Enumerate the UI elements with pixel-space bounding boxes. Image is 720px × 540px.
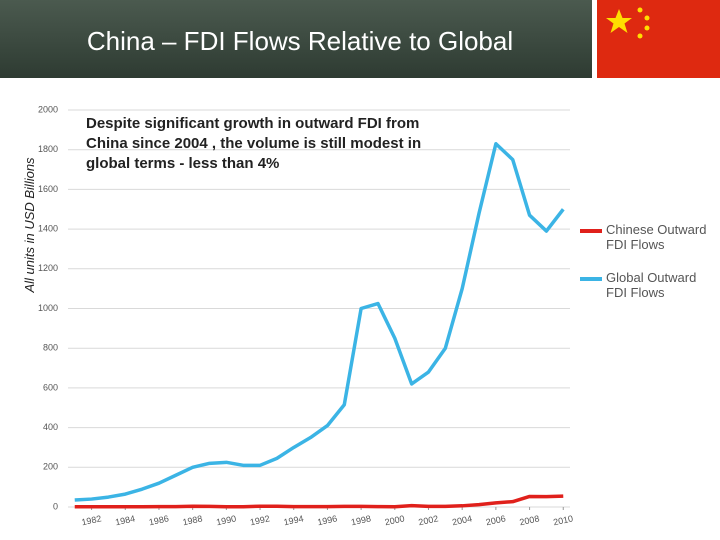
y-tick-label: 1200 xyxy=(38,263,58,273)
x-tick-label: 1994 xyxy=(283,513,305,527)
annotation: China since 2004 , the volume is still m… xyxy=(86,135,421,152)
legend-label: Global Outward FDI Flows xyxy=(606,270,697,300)
x-tick-label: 1988 xyxy=(182,513,204,527)
series-line xyxy=(74,494,564,509)
y-tick-label: 1000 xyxy=(38,303,58,313)
legend-item: Chinese Outward FDI Flows xyxy=(580,222,720,252)
y-tick-label: 200 xyxy=(43,462,58,472)
title-banner xyxy=(0,0,592,78)
x-tick-label: 1990 xyxy=(215,513,237,527)
x-tick-label: 1984 xyxy=(114,513,136,527)
annotation: Despite significant growth in outward FD… xyxy=(86,115,419,132)
x-tick-label: 2002 xyxy=(418,513,440,527)
x-tick-label: 2008 xyxy=(519,513,541,527)
legend-item: Global Outward FDI Flows xyxy=(580,270,720,300)
chart-title: China – FDI Flows Relative to Global xyxy=(87,26,513,56)
x-tick-label: 1986 xyxy=(148,513,170,527)
x-tick-label: 2010 xyxy=(552,513,574,527)
flag xyxy=(597,0,720,78)
y-tick-label: 400 xyxy=(43,422,58,432)
legend-swatch xyxy=(580,229,602,233)
y-tick-label: 2000 xyxy=(38,104,58,114)
y-tick-label: 0 xyxy=(53,501,58,511)
y-tick-label: 1800 xyxy=(38,144,58,154)
legend-swatch xyxy=(580,277,602,281)
y-tick-label: 600 xyxy=(43,382,58,392)
x-tick-label: 2004 xyxy=(451,513,473,527)
x-tick-label: 1992 xyxy=(249,513,271,527)
y-tick-label: 1600 xyxy=(38,184,58,194)
x-tick-label: 2000 xyxy=(384,513,406,527)
legend-label: Chinese Outward FDI Flows xyxy=(606,222,707,252)
y-axis-label: All units in USD Billions xyxy=(22,157,37,294)
y-tick-label: 800 xyxy=(43,343,58,353)
legend: Chinese Outward FDI Flows Global Outward … xyxy=(580,222,720,318)
series-line xyxy=(74,141,565,502)
x-tick-label: 1998 xyxy=(350,513,372,527)
x-tick-label: 1982 xyxy=(81,513,103,527)
y-tick-label: 1400 xyxy=(38,223,58,233)
x-tick-label: 1996 xyxy=(316,513,338,527)
x-tick-label: 2006 xyxy=(485,513,507,527)
annotation: global terms - less than 4% xyxy=(86,155,279,172)
